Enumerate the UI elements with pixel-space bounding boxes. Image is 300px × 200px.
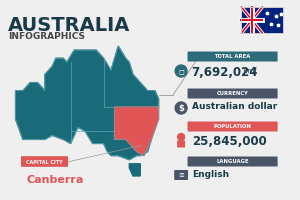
Circle shape (175, 65, 187, 77)
Circle shape (178, 134, 184, 140)
Polygon shape (16, 46, 159, 160)
Text: 7,692,024: 7,692,024 (191, 66, 257, 79)
Text: LANGUAGE: LANGUAGE (216, 159, 249, 164)
FancyBboxPatch shape (242, 7, 262, 33)
Polygon shape (115, 107, 159, 156)
Text: ≡: ≡ (178, 172, 184, 178)
Text: CURRENCY: CURRENCY (217, 91, 248, 96)
Text: Canberra: Canberra (27, 175, 84, 185)
FancyBboxPatch shape (188, 121, 278, 132)
Text: AUSTRALIA: AUSTRALIA (8, 16, 130, 35)
FancyBboxPatch shape (174, 170, 188, 180)
Text: 25,845,000: 25,845,000 (192, 135, 267, 148)
FancyBboxPatch shape (262, 7, 283, 33)
Polygon shape (129, 164, 140, 176)
Circle shape (175, 102, 187, 114)
FancyBboxPatch shape (177, 140, 185, 148)
FancyBboxPatch shape (188, 88, 278, 98)
FancyBboxPatch shape (188, 51, 278, 62)
FancyBboxPatch shape (188, 156, 278, 166)
FancyBboxPatch shape (21, 156, 68, 167)
Text: CAPITAL CITY: CAPITAL CITY (26, 160, 63, 164)
Text: Australian dollar: Australian dollar (192, 102, 277, 111)
Text: English: English (192, 170, 229, 179)
Text: TOTAL AREA: TOTAL AREA (214, 54, 251, 59)
Text: INFOGRAPHICS: INFOGRAPHICS (8, 32, 85, 41)
Text: $: $ (178, 104, 184, 112)
Text: km²: km² (241, 68, 257, 74)
Text: ◻: ◻ (178, 68, 184, 74)
Text: POPULATION: POPULATION (214, 124, 251, 129)
